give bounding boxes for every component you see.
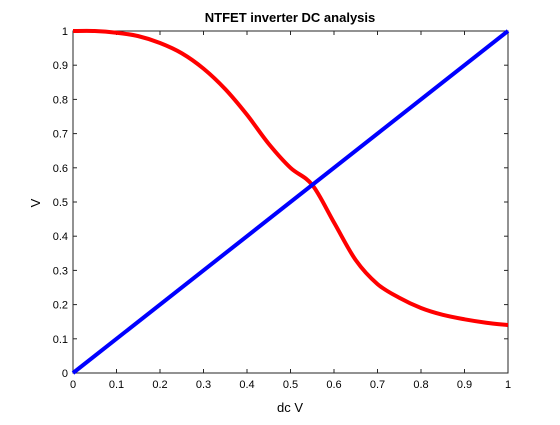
x-tick-label: 0.5 <box>283 379 298 391</box>
y-tick-label: 0.9 <box>53 60 68 72</box>
x-tick-label: 0.3 <box>196 379 211 391</box>
y-tick-label: 1 <box>62 26 68 38</box>
y-tick-label: 0.3 <box>53 265 68 277</box>
x-tick-label: 0.9 <box>457 379 472 391</box>
x-tick-label: 0 <box>70 379 76 391</box>
y-tick-label: 0.7 <box>53 129 68 141</box>
x-tick-label: 0.4 <box>239 379 254 391</box>
x-tick-label: 0.6 <box>326 379 341 391</box>
x-tick-label: 0.1 <box>109 379 124 391</box>
x-axis-label: dc V <box>277 400 303 415</box>
y-tick-label: 0.4 <box>53 231 68 243</box>
y-tick-label: 0.8 <box>53 94 68 106</box>
y-axis-label: V <box>28 198 43 207</box>
x-tick-label: 1 <box>505 379 511 391</box>
y-tick-label: 0.1 <box>53 334 68 346</box>
x-tick-label: 0.7 <box>370 379 385 391</box>
y-tick-label: 0.5 <box>53 197 68 209</box>
plot-area: 0 0.1 0.2 0.3 0.4 0.5 0.6 0.7 0.8 0.9 1 0 0.1 0.2 0.3 0… <box>53 26 511 391</box>
x-tick-label: 0.2 <box>152 379 167 391</box>
chart-title: NTFET inverter DC analysis <box>205 10 376 25</box>
y-tick-label: 0.2 <box>53 300 68 312</box>
y-tick-label: 0.6 <box>53 163 68 175</box>
x-tick-label: 0.8 <box>413 379 428 391</box>
y-tick-label: 0 <box>62 368 68 380</box>
